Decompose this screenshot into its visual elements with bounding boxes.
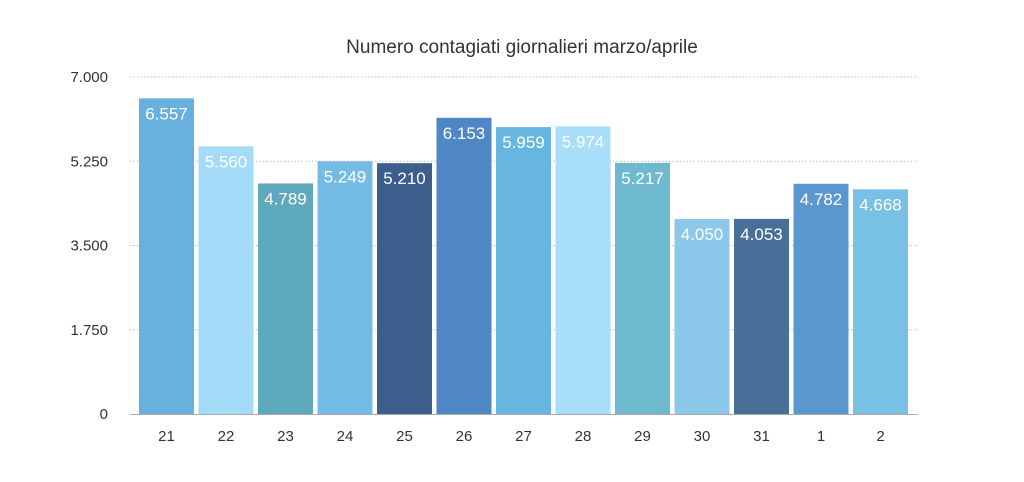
x-tick-label: 28 [575, 428, 592, 445]
y-tick-label: 5.250 [70, 153, 108, 170]
y-tick-label: 3.500 [70, 238, 108, 255]
x-tick-label: 26 [456, 428, 473, 445]
bar-21 [139, 98, 194, 415]
data-label: 6.557 [145, 104, 188, 123]
x-tick-label: 23 [277, 428, 294, 445]
bar-22 [198, 146, 254, 414]
x-tick-label: 31 [753, 428, 770, 445]
x-tick-label: 1 [817, 428, 825, 445]
x-tick-label: 21 [158, 428, 175, 445]
bar-1 [793, 183, 849, 414]
data-label: 5.217 [621, 169, 664, 188]
bar-28 [555, 126, 611, 415]
data-label: 4.782 [800, 190, 843, 209]
bar-24 [317, 161, 373, 414]
x-axis-ticks: 21 22 23 24 25 26 27 28 29 30 31 1 2 [158, 428, 885, 445]
data-label: 5.249 [324, 167, 367, 186]
data-label: 4.668 [859, 195, 902, 214]
x-tick-label: 27 [515, 428, 532, 445]
data-label: 4.053 [740, 225, 783, 244]
bar-23 [258, 183, 313, 414]
x-tick-label: 2 [876, 428, 884, 445]
x-tick-label: 24 [337, 428, 354, 445]
chart-title: Numero contagiati giornalieri marzo/apri… [346, 37, 698, 58]
data-labels: 6.557 5.560 4.789 5.249 5.210 6.153 5.959 5.974… [145, 104, 902, 244]
data-label: 4.789 [264, 189, 307, 208]
bars [139, 98, 908, 415]
y-tick-label: 1.750 [70, 322, 108, 339]
x-tick-label: 22 [218, 428, 235, 445]
x-tick-label: 29 [634, 428, 651, 445]
bar-31 [734, 218, 789, 414]
bar-27 [496, 127, 551, 415]
bar-29 [615, 162, 670, 414]
bar-30 [674, 219, 730, 414]
x-tick-label: 30 [694, 428, 711, 445]
data-label: 5.210 [383, 169, 426, 188]
bar-2 [853, 189, 908, 414]
bar-25 [377, 163, 432, 414]
data-label: 5.959 [502, 133, 545, 152]
y-tick-label: 7.000 [70, 69, 108, 86]
data-label: 5.560 [205, 152, 248, 171]
x-tick-label: 25 [396, 428, 413, 445]
y-tick-label: 0 [100, 406, 108, 423]
data-label: 4.050 [681, 225, 724, 244]
data-label: 6.153 [443, 124, 486, 143]
bar-26 [436, 117, 492, 414]
y-axis-ticks: 0 1.750 3.500 5.250 7.000 [70, 69, 108, 423]
data-label: 5.974 [562, 132, 605, 151]
